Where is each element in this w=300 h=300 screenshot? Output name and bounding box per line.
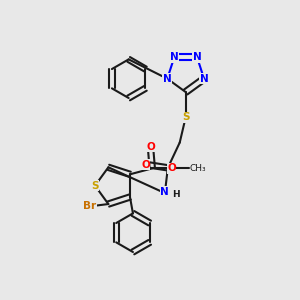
Text: H: H (172, 190, 180, 199)
Text: N: N (170, 52, 179, 62)
Text: O: O (141, 160, 150, 170)
Text: O: O (146, 142, 155, 152)
Text: N: N (193, 52, 201, 62)
Text: N: N (160, 187, 169, 196)
Text: O: O (167, 164, 176, 173)
Text: Br: Br (83, 200, 96, 211)
Text: CH₃: CH₃ (189, 164, 206, 173)
Text: S: S (91, 181, 99, 191)
Text: N: N (163, 74, 172, 84)
Text: N: N (200, 74, 208, 84)
Text: S: S (182, 112, 189, 122)
